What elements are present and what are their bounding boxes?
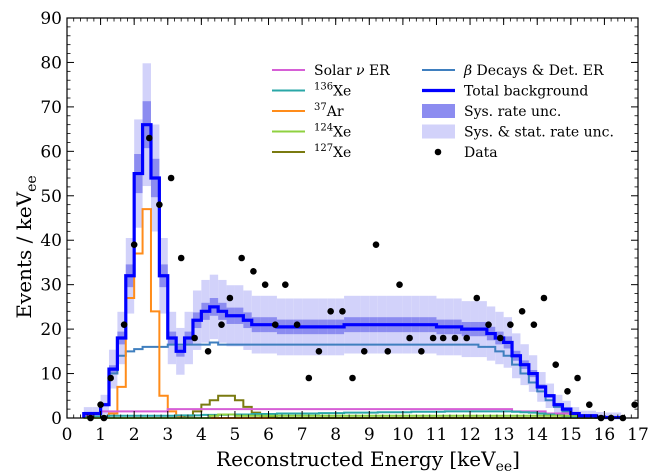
data-point [226, 294, 234, 302]
data-point [396, 281, 403, 288]
x-tick-label: 6 [263, 425, 274, 445]
legend-label: 37Ar [314, 102, 344, 120]
x-tick-label: 11 [426, 425, 448, 445]
data-point [120, 321, 128, 328]
data-point [360, 348, 368, 355]
x-tick-label: 16 [594, 425, 616, 445]
x-tick-label: 1 [95, 425, 106, 445]
y-axis-title: Events / keVee [12, 175, 40, 318]
y-tick-label: 50 [40, 187, 62, 207]
stat-band-bin [612, 412, 622, 418]
data-point [167, 174, 175, 182]
legend-label: Total background [464, 84, 588, 100]
data-point [261, 281, 269, 288]
data-point [372, 241, 380, 248]
data-point [191, 334, 198, 342]
data-point [97, 401, 104, 408]
data-point [156, 201, 163, 208]
legend-swatch [422, 124, 455, 139]
data-point [204, 348, 212, 355]
legend-label: Sys. rate unc. [464, 104, 561, 120]
legend-label: Solar ν ER [314, 63, 390, 79]
data-point [406, 334, 413, 342]
data-point [552, 361, 560, 368]
y-tick-label: 60 [40, 142, 62, 162]
legend-label: Data [464, 145, 498, 161]
data-point [418, 348, 425, 355]
data-point [530, 321, 538, 328]
x-tick-label: 17 [627, 425, 649, 445]
x-axis-title: Reconstructed Energy [keVee] [216, 447, 520, 475]
x-tick-label: 3 [162, 425, 173, 445]
data-point [485, 321, 492, 328]
legend-swatch [422, 104, 455, 118]
data-point [507, 321, 514, 328]
x-tick-label: 7 [297, 425, 308, 445]
data-point [540, 294, 548, 302]
x-tick-label: 8 [330, 425, 341, 445]
data-point [271, 321, 279, 328]
data-point [305, 374, 313, 382]
data-point [327, 308, 334, 315]
x-tick-label: 2 [129, 425, 140, 445]
x-tick-label: 4 [196, 425, 207, 445]
legend: Solar ν ER 136Xe 37Ar 124Xe 127Xe β Decays & … [272, 63, 614, 161]
series-line [82, 408, 623, 419]
data-point [130, 241, 138, 248]
data-point [315, 348, 323, 355]
y-tick-label: 40 [40, 231, 62, 251]
x-tick-label: 10 [392, 425, 414, 445]
y-tick-label: 10 [40, 365, 62, 385]
y-tick-label: 90 [40, 9, 62, 29]
axes: 0 1 2 3 4 5 6 7 8 9 10 11 12 13 14 15 16 1701020304050607… [40, 9, 648, 445]
data-point [463, 334, 471, 342]
data-point [145, 134, 153, 142]
x-tick-label: 15 [560, 425, 582, 445]
data-point [429, 334, 437, 342]
data-point [339, 308, 346, 315]
x-tick-label: 5 [230, 425, 241, 445]
data-point [473, 294, 481, 302]
data-point [349, 374, 356, 382]
legend-label: 127Xe [314, 143, 351, 161]
legend-label: 124Xe [314, 123, 351, 141]
data-points [87, 134, 638, 422]
data-point [293, 321, 301, 328]
data-point [238, 254, 245, 262]
y-tick-label: 0 [51, 409, 62, 429]
data-point [384, 348, 392, 355]
data-point [439, 334, 447, 342]
data-point [218, 321, 225, 328]
data-point [451, 334, 459, 342]
data-point [585, 401, 593, 408]
data-point [518, 308, 526, 315]
data-point [631, 401, 638, 408]
stat-band-bin [604, 412, 613, 418]
legend-swatch [434, 148, 442, 156]
plot-frame [66, 17, 639, 419]
data-point [574, 374, 581, 382]
x-tick-label: 12 [459, 425, 481, 445]
y-tick-label: 30 [40, 276, 62, 296]
y-tick-label: 70 [40, 98, 62, 118]
x-tick-label: 0 [62, 425, 73, 445]
x-tick-label: 9 [364, 425, 375, 445]
data-point [250, 268, 257, 275]
legend-label: Sys. & stat. rate unc. [464, 125, 614, 141]
legend-label: β Decays & Det. ER [463, 63, 604, 79]
data-point [564, 388, 571, 395]
data-point [496, 334, 504, 342]
series-line [82, 123, 623, 420]
x-tick-label: 13 [493, 425, 515, 445]
legend-label: 136Xe [314, 82, 351, 100]
y-tick-label: 20 [40, 320, 62, 340]
data-point [177, 254, 185, 262]
data-point [282, 281, 289, 288]
x-tick-label: 14 [526, 425, 548, 445]
y-tick-label: 80 [40, 53, 62, 73]
data-point [107, 374, 114, 382]
